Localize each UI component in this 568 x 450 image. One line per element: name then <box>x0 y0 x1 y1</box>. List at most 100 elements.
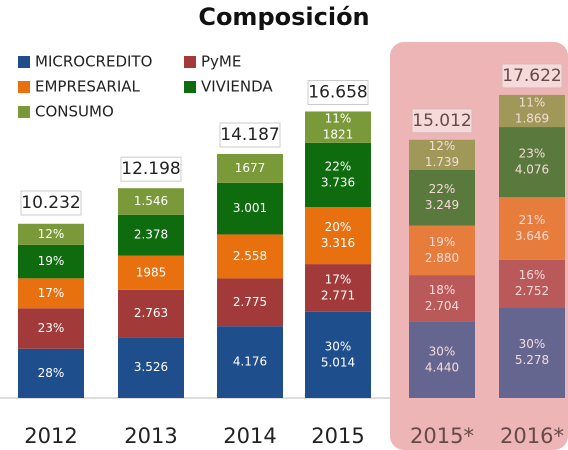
segment-value: 2.752 <box>515 284 549 298</box>
bar-segment <box>499 94 565 128</box>
total-label: 15.012 <box>412 111 471 131</box>
segment-value: 3.646 <box>515 229 549 243</box>
chart-title: Composición <box>198 3 369 31</box>
segment-value: 3.736 <box>321 175 355 189</box>
segment-value: 3.001 <box>233 201 267 215</box>
x-tick-label: 2015 <box>311 424 364 448</box>
segment-value: 1985 <box>136 265 167 279</box>
segment-value: 1.869 <box>515 111 549 125</box>
legend-swatch <box>18 56 30 68</box>
bar-segment <box>18 348 84 398</box>
segment-percent: 20% <box>325 220 352 234</box>
total-label: 12.198 <box>121 159 180 179</box>
segment-value: 1.739 <box>425 155 459 169</box>
bar-segment <box>118 289 184 338</box>
x-tick-label: 2013 <box>124 424 177 448</box>
total-box <box>20 190 82 216</box>
segment-value: 5.014 <box>321 355 355 369</box>
segment-percent: 30% <box>325 339 352 353</box>
segment-percent: 28% <box>38 366 65 380</box>
bar-segment <box>118 188 184 215</box>
legend-swatch <box>184 81 196 93</box>
bar-segment <box>18 223 84 245</box>
segment-value: 2.763 <box>134 306 168 320</box>
bar-segment <box>18 308 84 349</box>
segment-value: 1677 <box>235 161 266 175</box>
x-tick-label: 2015* <box>410 424 474 448</box>
total-label: 17.622 <box>502 66 561 86</box>
bar-segment <box>305 264 371 312</box>
segment-percent: 23% <box>519 147 546 161</box>
bar-segment <box>118 337 184 398</box>
segment-value: 1.546 <box>134 194 168 208</box>
bar-segment <box>18 244 84 279</box>
legend-text: VIVIENDA <box>201 78 273 96</box>
bar-segment <box>217 182 283 235</box>
total-label: 10.232 <box>21 193 80 213</box>
segment-value: 4.440 <box>425 360 459 374</box>
bar-segment <box>118 214 184 256</box>
x-tick-label: 2016* <box>500 424 564 448</box>
segment-percent: 19% <box>38 254 65 268</box>
segment-percent: 16% <box>519 268 546 282</box>
total-box <box>307 79 369 105</box>
segment-value: 1821 <box>323 128 354 142</box>
bar-segment <box>217 278 283 327</box>
bar-segment <box>409 275 475 322</box>
legend-swatch <box>18 106 30 118</box>
legend-text: EMPRESARIAL <box>35 78 141 96</box>
x-tick-label: 2012 <box>24 424 77 448</box>
bar-segment <box>217 234 283 279</box>
segment-value: 2.704 <box>425 299 459 313</box>
segment-value: 4.176 <box>233 355 267 369</box>
bar-segment <box>409 321 475 398</box>
bar-segment <box>409 169 475 226</box>
segment-percent: 22% <box>429 182 456 196</box>
segment-percent: 11% <box>519 95 546 109</box>
bar-segment <box>305 311 371 398</box>
bar-segment <box>217 326 283 398</box>
segment-value: 3.249 <box>425 198 459 212</box>
segment-value: 2.880 <box>425 251 459 265</box>
bar-segment <box>118 255 184 290</box>
segment-percent: 17% <box>325 272 352 286</box>
x-tick-label: 2014 <box>223 424 276 448</box>
legend-swatch <box>184 56 196 68</box>
total-label: 16.658 <box>308 82 367 102</box>
segment-value: 3.316 <box>321 236 355 250</box>
total-box <box>501 63 563 89</box>
segment-percent: 30% <box>429 344 456 358</box>
total-box <box>120 156 182 182</box>
bar-segment <box>499 259 565 308</box>
segment-percent: 22% <box>325 159 352 173</box>
segment-percent: 12% <box>38 227 65 241</box>
segment-value: 5.278 <box>515 353 549 367</box>
total-label: 14.187 <box>220 125 279 145</box>
segment-value: 2.378 <box>134 228 168 242</box>
segment-value: 4.076 <box>515 163 549 177</box>
bar-segment <box>409 139 475 170</box>
bar-segment <box>305 142 371 208</box>
segment-value: 2.558 <box>233 249 267 263</box>
segment-percent: 19% <box>429 235 456 249</box>
bar-segment <box>305 207 371 265</box>
total-box <box>411 108 473 134</box>
segment-percent: 11% <box>325 112 352 126</box>
segment-percent: 18% <box>429 283 456 297</box>
bar-segment <box>217 153 283 183</box>
segment-value: 2.775 <box>233 295 267 309</box>
bar-segment <box>499 307 565 398</box>
bar-segment <box>499 127 565 198</box>
segment-value: 3.526 <box>134 360 168 374</box>
segment-percent: 17% <box>38 286 65 300</box>
bar-segment <box>18 278 84 309</box>
segment-percent: 21% <box>519 213 546 227</box>
total-box <box>219 122 281 148</box>
legend-text: PyME <box>201 53 241 71</box>
bar-segment <box>499 197 565 260</box>
segment-value: 2.771 <box>321 288 355 302</box>
legend-text: MICROCREDITO <box>35 53 152 71</box>
legend-text: CONSUMO <box>35 103 114 121</box>
legend-swatch <box>18 81 30 93</box>
